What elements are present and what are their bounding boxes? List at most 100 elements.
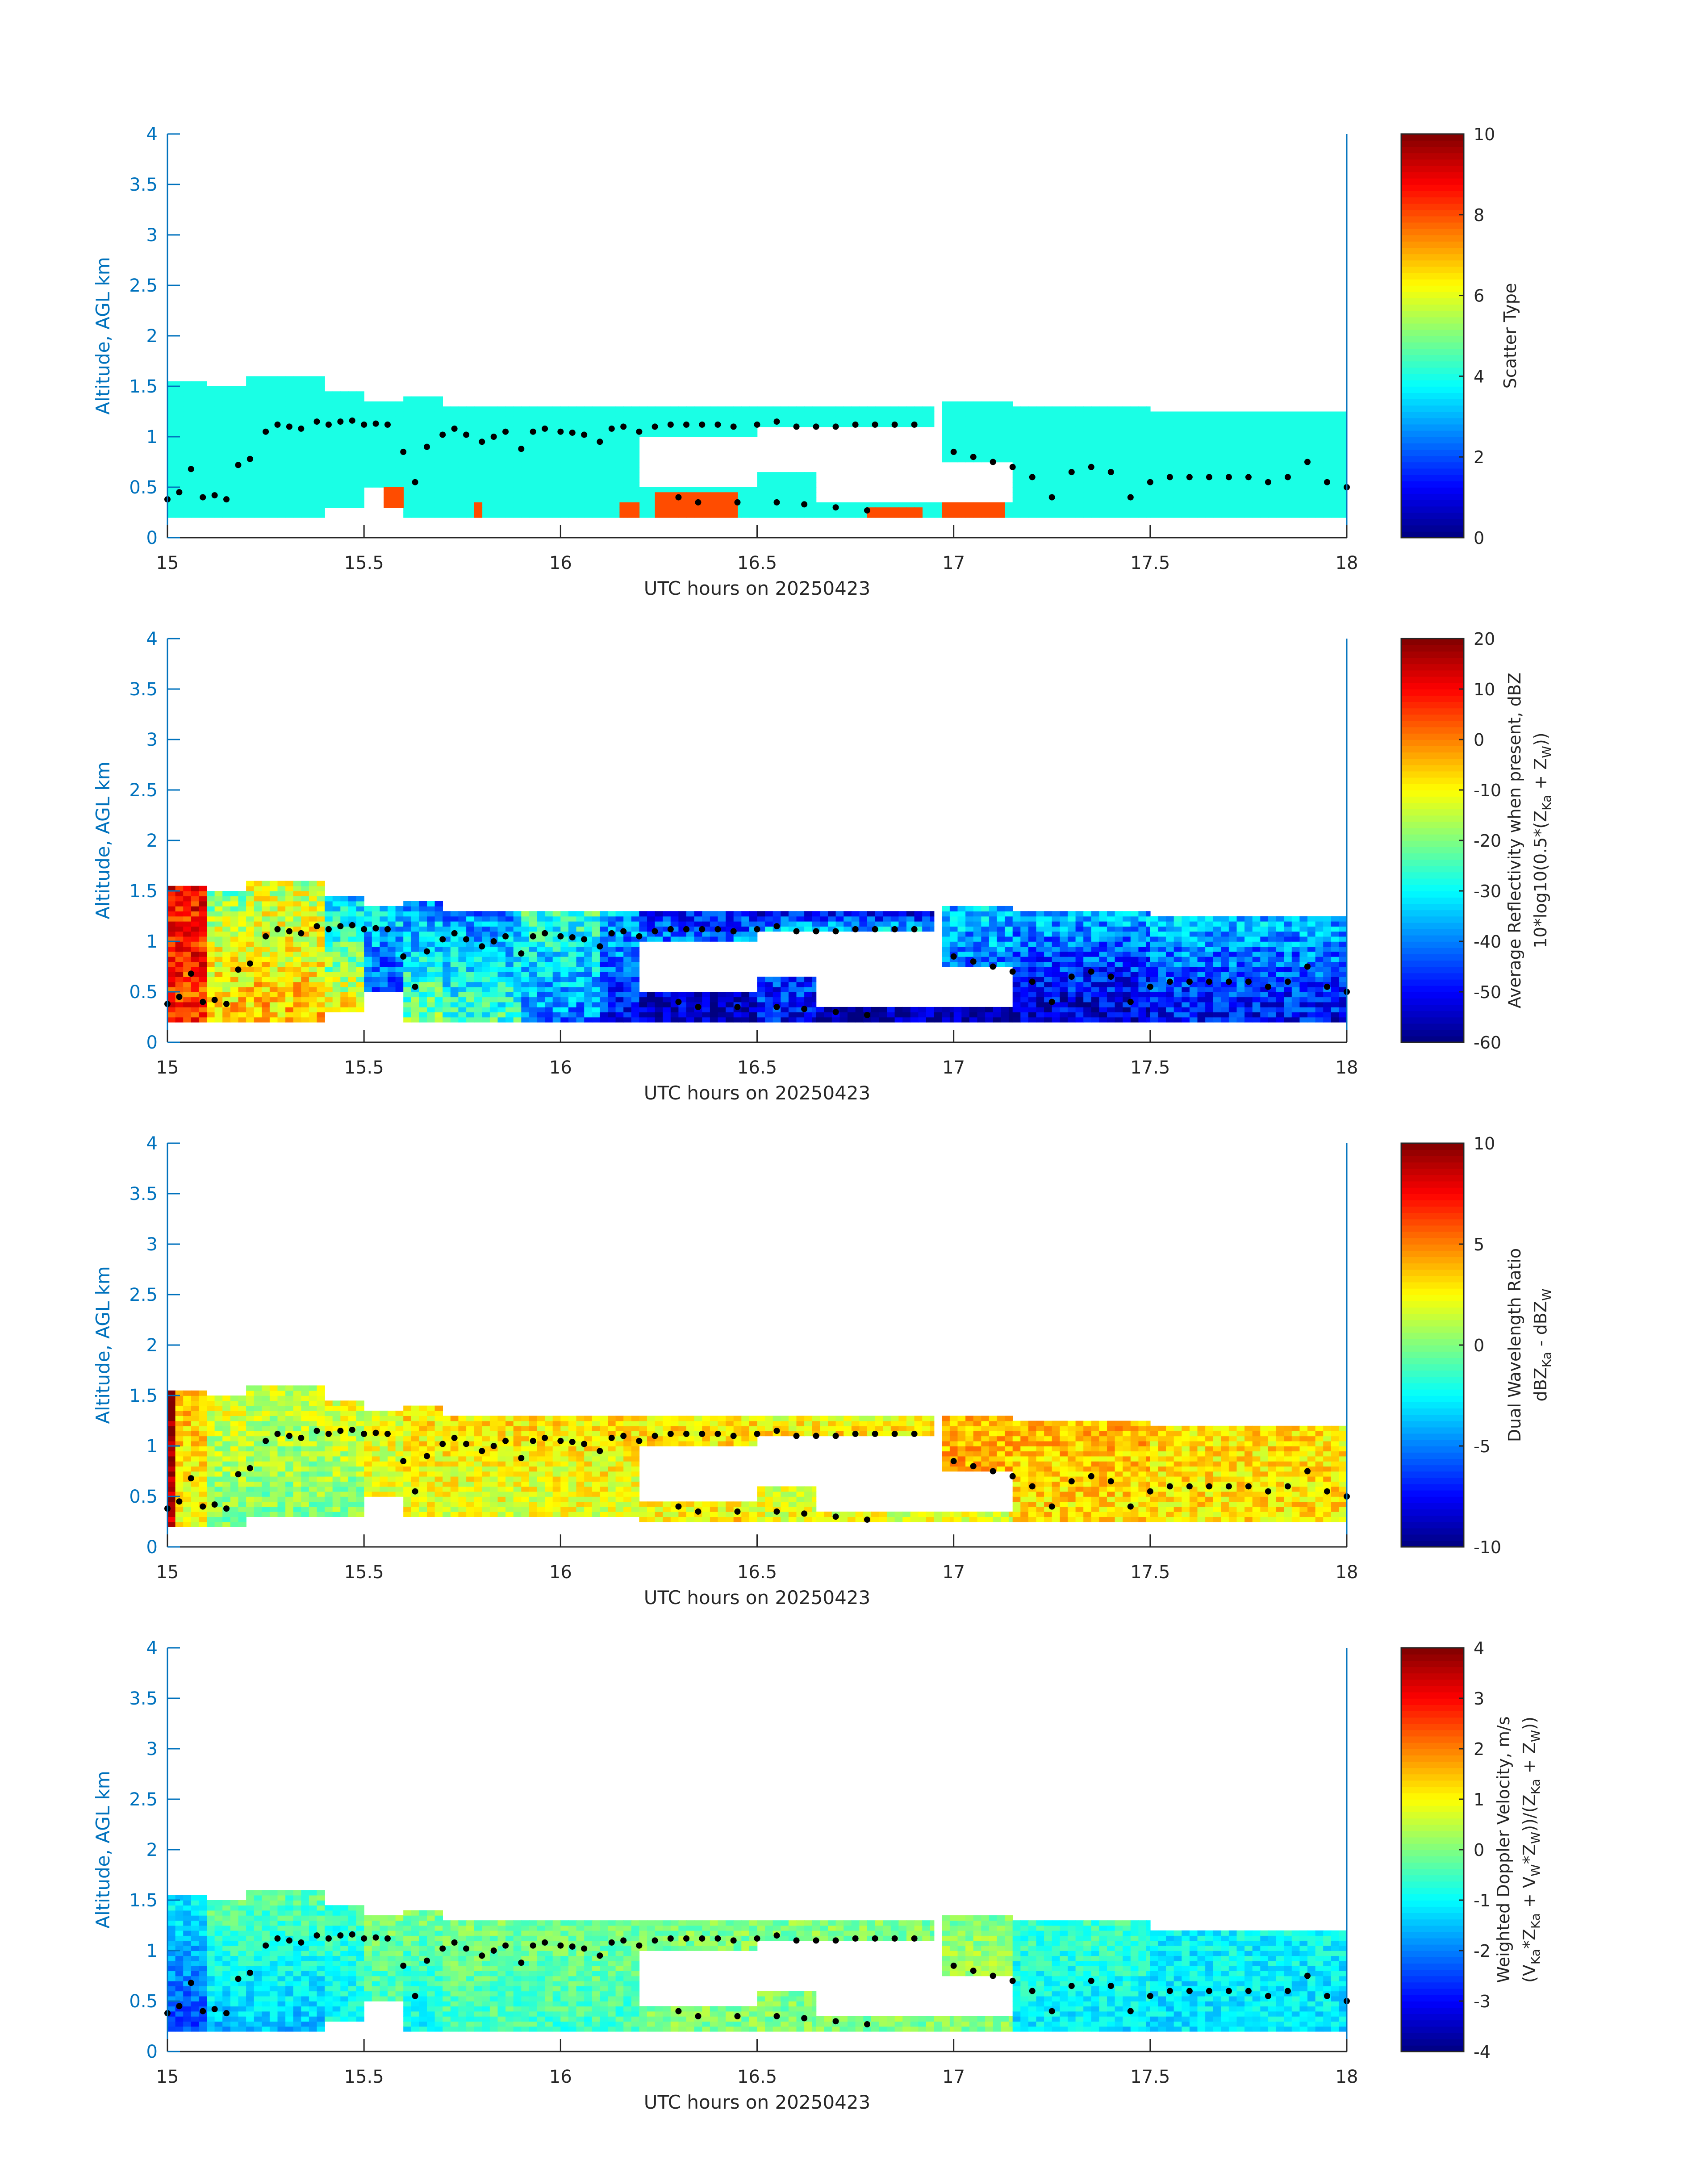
heatmap-cell bbox=[199, 992, 207, 998]
heatmap-cell bbox=[191, 961, 200, 967]
heatmap-cell bbox=[592, 512, 601, 518]
cloud-base-point bbox=[349, 417, 355, 424]
heatmap-cell bbox=[1068, 437, 1076, 443]
heatmap-cell bbox=[560, 462, 569, 468]
heatmap-cell bbox=[552, 467, 561, 472]
heatmap-cell bbox=[608, 437, 616, 443]
heatmap-cell bbox=[584, 1017, 593, 1023]
heatmap-cell bbox=[474, 992, 483, 998]
heatmap-cell bbox=[560, 492, 569, 498]
heatmap-cell bbox=[167, 982, 176, 987]
heatmap-cell bbox=[199, 512, 207, 518]
heatmap-cell bbox=[301, 422, 309, 427]
heatmap-cell bbox=[647, 416, 656, 422]
heatmap-cell bbox=[458, 467, 467, 472]
heatmap-cell bbox=[655, 487, 663, 493]
heatmap-cell bbox=[867, 512, 876, 518]
heatmap-cell bbox=[1244, 482, 1253, 488]
heatmap-cell bbox=[262, 982, 270, 987]
cloud-base-point bbox=[801, 501, 808, 508]
heatmap-cell bbox=[647, 992, 656, 998]
heatmap-cell bbox=[191, 497, 200, 503]
heatmap-cell bbox=[942, 447, 950, 452]
heatmap-cell bbox=[592, 951, 601, 957]
heatmap-cell bbox=[474, 482, 483, 488]
heatmap-cell bbox=[812, 921, 821, 927]
heatmap-cell bbox=[1236, 457, 1245, 463]
heatmap-cell bbox=[332, 916, 341, 922]
heatmap-cell bbox=[513, 492, 522, 498]
heatmap-cell bbox=[183, 401, 192, 407]
heatmap-cell bbox=[796, 997, 805, 1003]
heatmap-cell bbox=[910, 502, 919, 508]
heatmap-cell bbox=[1012, 492, 1021, 498]
heatmap-cell bbox=[1091, 502, 1100, 508]
heatmap-cell bbox=[545, 416, 553, 422]
heatmap-cell bbox=[997, 447, 1005, 452]
heatmap-cell bbox=[450, 916, 459, 922]
heatmap-cell bbox=[560, 982, 569, 987]
heatmap-cell bbox=[388, 482, 396, 488]
heatmap-cell bbox=[1146, 487, 1151, 493]
heatmap-cell bbox=[474, 977, 483, 982]
heatmap-cell bbox=[898, 926, 907, 932]
heatmap-cell bbox=[269, 431, 278, 437]
heatmap-cell bbox=[875, 507, 883, 513]
heatmap-cell bbox=[199, 977, 207, 982]
heatmap-cell bbox=[930, 911, 935, 917]
heatmap-cell bbox=[505, 977, 514, 982]
heatmap-cell bbox=[238, 502, 246, 508]
heatmap-cell bbox=[600, 977, 608, 982]
heatmap-cell bbox=[458, 992, 467, 998]
heatmap-cell bbox=[1060, 492, 1068, 498]
heatmap-cell bbox=[332, 477, 341, 483]
heatmap-cell bbox=[285, 916, 294, 922]
heatmap-cell bbox=[796, 982, 805, 987]
heatmap-cell bbox=[356, 502, 364, 508]
heatmap-cell bbox=[1213, 472, 1222, 478]
heatmap-cell bbox=[332, 986, 341, 992]
heatmap-cell bbox=[450, 941, 459, 947]
heatmap-cell bbox=[552, 1007, 561, 1012]
heatmap-cell bbox=[1228, 426, 1237, 432]
heatmap-cell bbox=[608, 497, 616, 503]
heatmap-cell bbox=[1189, 431, 1198, 437]
heatmap-cell bbox=[356, 931, 364, 937]
heatmap-cell bbox=[214, 462, 223, 468]
heatmap-cell bbox=[608, 956, 616, 962]
heatmap-cell bbox=[879, 1012, 887, 1018]
heatmap-cell bbox=[348, 472, 357, 478]
heatmap-cell bbox=[1339, 411, 1347, 417]
heatmap-cell bbox=[726, 936, 734, 942]
colorbar-tick-label: 6 bbox=[1474, 286, 1484, 306]
heatmap-cell bbox=[867, 416, 876, 422]
heatmap-cell bbox=[781, 477, 789, 483]
heatmap-cell bbox=[1213, 457, 1222, 463]
heatmap-cell bbox=[364, 482, 372, 488]
heatmap-cell bbox=[694, 916, 702, 922]
heatmap-cell bbox=[293, 487, 302, 493]
heatmap-cell bbox=[576, 961, 585, 967]
heatmap-cell bbox=[427, 426, 435, 432]
heatmap-cell bbox=[199, 472, 207, 478]
heatmap-cell bbox=[388, 442, 396, 447]
heatmap-cell bbox=[1075, 411, 1084, 417]
heatmap-cell bbox=[450, 946, 459, 952]
heatmap-cell bbox=[537, 411, 545, 417]
heatmap-cell bbox=[545, 992, 553, 998]
heatmap-cell bbox=[1138, 431, 1147, 437]
heatmap-cell bbox=[608, 1002, 616, 1007]
heatmap-cell bbox=[356, 451, 364, 457]
heatmap-cell bbox=[309, 386, 317, 392]
heatmap-cell bbox=[1036, 451, 1044, 457]
heatmap-cell bbox=[403, 492, 412, 498]
heatmap-cell bbox=[655, 512, 663, 518]
heatmap-cell bbox=[505, 946, 514, 952]
heatmap-cell bbox=[949, 507, 958, 513]
heatmap-cell bbox=[325, 472, 333, 478]
heatmap-cell bbox=[411, 946, 420, 952]
heatmap-cell bbox=[262, 411, 270, 417]
heatmap-cell bbox=[1020, 411, 1029, 417]
heatmap-cell bbox=[592, 966, 601, 972]
heatmap-cell bbox=[207, 982, 215, 987]
